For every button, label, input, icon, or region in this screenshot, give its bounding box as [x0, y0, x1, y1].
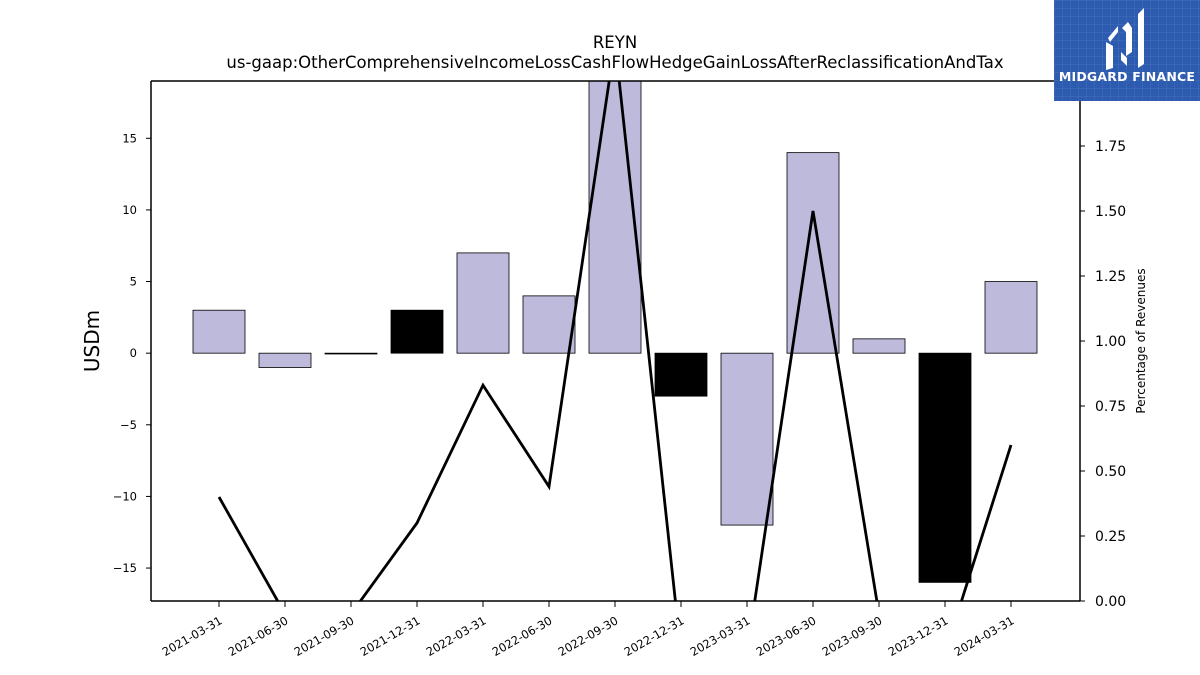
brand-logo: MIDGARD FINANCE — [1054, 0, 1200, 101]
y2tick-label: 0.00 — [1095, 594, 1126, 610]
y2tick-label: 0.75 — [1095, 399, 1126, 415]
bar-2023-09-30 — [852, 338, 906, 354]
y2tick-label: 0.25 — [1095, 529, 1126, 545]
y2tick-label: 0.50 — [1095, 464, 1126, 480]
bar-2023-12-31 — [918, 352, 972, 583]
xtick-label: 2021-12-31 — [358, 613, 423, 659]
y-axis-label: USDm — [80, 310, 104, 372]
brand-name: MIDGARD FINANCE — [1058, 69, 1196, 84]
ytick-label: −5 — [120, 418, 137, 432]
xtick-label: 2022-12-31 — [622, 613, 687, 659]
xtick-label: 2022-09-30 — [556, 613, 621, 659]
ytick-label: 10 — [122, 203, 137, 217]
y2tick-label: 1.50 — [1095, 204, 1126, 220]
y2-axis-label: Percentage of Revenues — [1134, 268, 1148, 413]
xtick-label: 2023-12-31 — [886, 613, 951, 659]
chart-subtitle: us-gaap:OtherComprehensiveIncomeLossCash… — [226, 53, 1003, 72]
xtick-label: 2022-03-31 — [424, 613, 489, 659]
xtick-label: 2021-06-30 — [226, 613, 291, 659]
bar-2021-03-31 — [192, 309, 246, 354]
xtick-label: 2023-06-30 — [754, 613, 819, 659]
ytick-label: 0 — [130, 346, 137, 360]
bar-2023-03-31 — [720, 352, 774, 526]
bars-layer — [192, 80, 1038, 583]
y2tick-label: 1.75 — [1095, 139, 1126, 155]
y2tick-label: 1.00 — [1095, 334, 1126, 350]
bar-2021-06-30 — [258, 352, 312, 368]
bar-2022-06-30 — [522, 295, 576, 354]
bar-2021-12-31 — [390, 309, 444, 354]
xtick-label: 2023-09-30 — [820, 613, 885, 659]
bar-2022-09-30 — [588, 80, 642, 354]
xtick-label: 2023-03-31 — [688, 613, 753, 659]
ytick-label: 15 — [122, 131, 137, 145]
xtick-label: 2024-03-31 — [952, 613, 1017, 659]
chart-title: REYN — [593, 33, 637, 52]
bar-2022-03-31 — [456, 252, 510, 354]
midgard-logo-icon — [1106, 8, 1144, 70]
ytick-label: 5 — [130, 275, 137, 289]
ytick-label: −15 — [113, 561, 137, 575]
bar-2024-03-31 — [984, 281, 1038, 354]
bar-2022-12-31 — [654, 352, 708, 397]
ytick-label: −10 — [113, 489, 137, 503]
y2tick-label: 1.25 — [1095, 269, 1126, 285]
xtick-label: 2021-09-30 — [292, 613, 357, 659]
bar-2021-09-30 — [324, 352, 378, 355]
xtick-label: 2022-06-30 — [490, 613, 555, 659]
xtick-label: 2021-03-31 — [160, 613, 225, 659]
